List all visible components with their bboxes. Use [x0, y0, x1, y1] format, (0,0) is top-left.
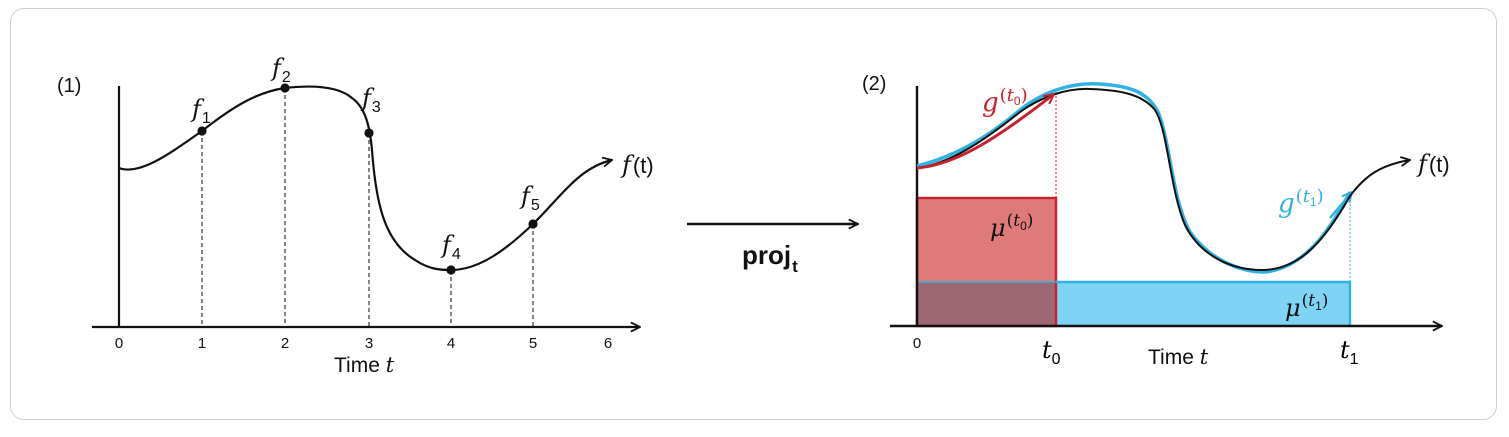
figure-frame — [10, 8, 1497, 420]
projection-arrow: projt — [687, 224, 858, 276]
point-f3 — [364, 128, 374, 138]
mu-t1-box — [1056, 282, 1350, 326]
panel-1-tick-3: 3 — [365, 335, 373, 352]
panel-1-drop-lines — [201, 88, 534, 327]
label-f5: f5 — [519, 182, 540, 214]
overlap-box — [917, 282, 1056, 326]
label-f4: f4 — [440, 231, 461, 263]
panel-1-tick-0: 0 — [115, 335, 123, 352]
panel-1-xlabel: Time t — [334, 353, 395, 377]
panel-2-tick-0: 0 — [913, 335, 921, 352]
label-f2: f2 — [270, 54, 291, 86]
point-f2 — [280, 83, 290, 93]
mu-t0-label: μ(t0) — [990, 211, 1033, 242]
panel-2-tick-t0: t0 — [1042, 336, 1061, 368]
panel-1-tick-1: 1 — [198, 335, 206, 352]
g-t0-label: g(t0) — [982, 85, 1028, 118]
mu-t1-label: μ(t1) — [1285, 291, 1328, 322]
point-f4 — [446, 265, 456, 275]
panel-2-label: (2) — [862, 73, 886, 95]
proj-label: projt — [742, 240, 798, 276]
g-t0-curve — [916, 94, 1054, 170]
panel-2: (2) g(t0) g(t1) μ(t0) μ(t1) f(t) 0 t0 — [862, 73, 1450, 369]
panel-2-black-curve — [916, 87, 1410, 272]
panel-1-tick-2: 2 — [281, 335, 289, 352]
label-f1: f1 — [190, 95, 211, 127]
panel-1: (1) f1 f2 f3 f4 f5 f(t) 0 1 2 3 — [57, 54, 654, 377]
point-f1 — [197, 126, 207, 136]
panel-1-label: (1) — [57, 75, 81, 97]
panel-1-tick-5: 5 — [529, 335, 537, 352]
panel-2-xlabel: Time t — [1148, 345, 1209, 369]
g-t1-label: g(t1) — [1278, 186, 1324, 219]
panel-1-curve-label: f(t) — [620, 151, 654, 179]
panel-2-curve-label: f(t) — [1416, 150, 1450, 178]
panel-1-tick-6: 6 — [604, 335, 612, 352]
label-f3: f3 — [360, 84, 381, 116]
panel-2-tick-t1: t1 — [1340, 336, 1359, 368]
panel-1-curve — [118, 85, 612, 272]
point-f5 — [528, 219, 538, 229]
g-t1-arrow — [1329, 192, 1352, 219]
panel-2-blue-curve — [916, 81, 1352, 274]
panel-1-tick-4: 4 — [447, 335, 455, 352]
